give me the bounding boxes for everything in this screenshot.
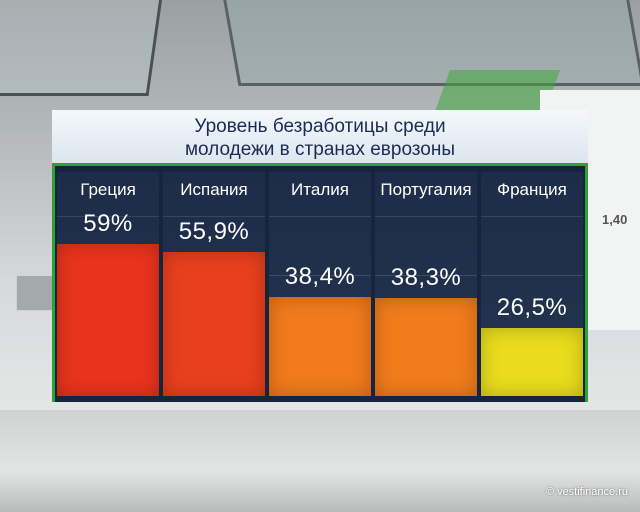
bar [269,297,371,396]
bar [481,328,583,396]
studio-floor [0,410,640,512]
bar [375,298,477,396]
grid-line [375,275,477,277]
chart-title-line-2: молодежи в странах еврозоны [184,139,456,160]
bar-column: Португалия 38,3% [375,172,477,396]
grid-line [269,275,371,277]
bar-column: Испания 55,9% [163,172,265,396]
data-label: 38,3% [390,264,462,291]
grid-line [481,275,583,277]
category-label: Франция [481,172,583,217]
category-label: Греция [57,172,159,217]
bar-column: Италия 38,4% [269,172,371,396]
category-label: Италия [269,172,371,217]
watermark: © vestifinance.ru [545,486,628,498]
glass-panel-left [0,0,164,96]
data-label: 55,9% [178,218,250,245]
bar [57,244,159,396]
chart-title: Уровень безработицы среди молодежи в стр… [52,110,588,166]
data-label: 59% [83,210,133,237]
category-label: Испания [163,172,265,217]
data-label: 26,5% [496,294,568,321]
bar-column: Греция 59% [57,172,159,396]
bar-column: Франция 26,5% [481,172,583,396]
background-small-screen [16,275,56,311]
chart-title-line-1: Уровень безработицы среди [194,116,446,137]
category-label: Португалия [375,172,477,217]
data-label: 38,4% [284,263,356,290]
background-number: 1,40 [602,212,628,227]
bar [163,252,265,396]
glass-panel-top [221,0,640,86]
